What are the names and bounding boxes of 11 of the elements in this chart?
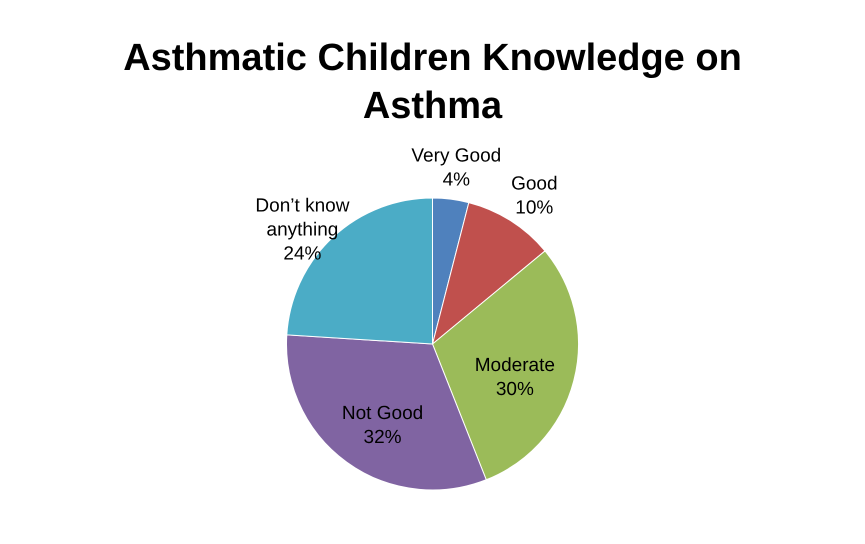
slice-label: Don’t know anything <box>255 195 350 240</box>
data-label: 24% <box>283 243 322 264</box>
slice-label: Not Good <box>342 402 424 424</box>
slice-label: Very Good <box>411 146 502 166</box>
data-label: 10% <box>515 198 554 219</box>
data-label: 4% <box>442 170 470 190</box>
data-label: 32% <box>364 426 402 448</box>
data-label: 30% <box>496 379 534 400</box>
chart-title: Asthmatic Children Knowledge on Asthma <box>123 37 742 127</box>
slice-label: Good <box>511 174 558 195</box>
slice-label: Moderate <box>474 355 555 376</box>
